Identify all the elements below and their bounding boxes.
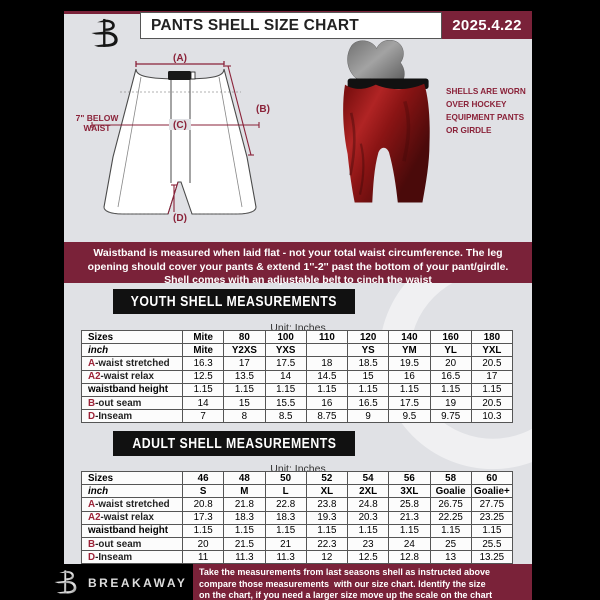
svg-text:(D): (D) <box>173 213 187 224</box>
svg-text:WAIST: WAIST <box>84 123 112 133</box>
svg-text:OVER HOCKEY: OVER HOCKEY <box>446 100 507 109</box>
svg-text:(C): (C) <box>173 120 187 131</box>
svg-text:OR GIRDLE: OR GIRDLE <box>446 126 492 135</box>
svg-text:SHELLS ARE WORN: SHELLS ARE WORN <box>446 87 526 96</box>
svg-text:(A): (A) <box>173 53 187 64</box>
svg-text:EQUIPMENT PANTS: EQUIPMENT PANTS <box>446 113 525 122</box>
svg-text:(B): (B) <box>256 104 270 115</box>
svg-text:7" BELOW: 7" BELOW <box>76 113 120 123</box>
